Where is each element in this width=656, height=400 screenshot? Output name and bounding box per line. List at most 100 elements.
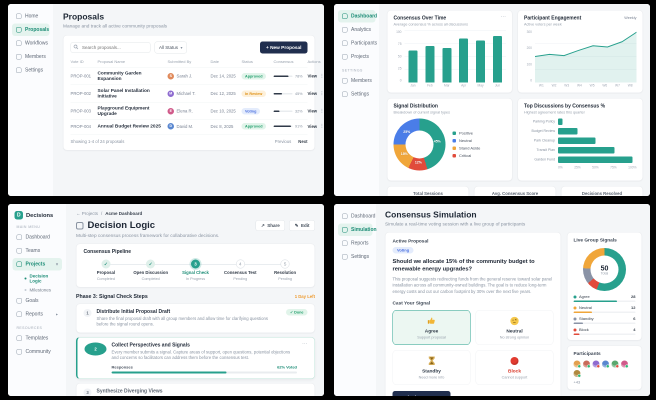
sidebar-subitem-milestones[interactable]: Milestones bbox=[13, 286, 63, 295]
menu-item-icon bbox=[342, 240, 348, 246]
slice-percent-label: 45% bbox=[433, 139, 441, 144]
legend-swatch bbox=[452, 131, 456, 135]
sidebar-item-analytics[interactable]: Analytics bbox=[338, 24, 376, 37]
view-link[interactable]: View bbox=[307, 91, 318, 96]
card-menu-icon[interactable]: ⋯ bbox=[302, 341, 308, 348]
submit-response-button[interactable]: Submit Response bbox=[392, 390, 451, 396]
table-row[interactable]: PROP-004 Annual Budget Review 2025 D David … bbox=[70, 119, 324, 133]
row-menu-icon[interactable]: ⋮ bbox=[319, 90, 324, 96]
table-row[interactable]: PROP-002 Solar Panel Installation Initiat… bbox=[70, 84, 324, 103]
stage-label: Resolution bbox=[274, 270, 297, 275]
sidebar-item-home[interactable]: Home bbox=[12, 10, 50, 23]
signal-option-block[interactable]: Block Cannot support bbox=[475, 349, 554, 385]
sidebar-section-label: Settings bbox=[342, 69, 363, 73]
sidebar-item-simulation[interactable]: Simulation bbox=[338, 223, 377, 236]
menu-item-icon bbox=[342, 254, 348, 260]
stage-circle: 4 bbox=[235, 259, 245, 269]
row-menu-icon[interactable]: ⋮ bbox=[319, 73, 324, 79]
x-tick: W1 bbox=[538, 84, 544, 88]
sidebar-item-dashboard[interactable]: Dashboard bbox=[13, 231, 63, 244]
author-name: David M. bbox=[176, 123, 194, 129]
stage-status: Completed bbox=[96, 276, 115, 282]
x-tick: Mar bbox=[443, 84, 450, 88]
cell-proposal-name: Solar Panel Installation Initiative bbox=[97, 88, 150, 99]
signal-option-agree[interactable]: Agree Support proposal bbox=[392, 309, 471, 345]
breadcrumb-separator: / bbox=[101, 211, 103, 216]
breadcrumb-back-link[interactable]: ← Projects bbox=[76, 211, 99, 216]
sidebar-item-projects[interactable]: Projects bbox=[338, 51, 376, 64]
view-link[interactable]: View bbox=[307, 73, 318, 79]
y-tick: 75 bbox=[397, 42, 402, 47]
table-row[interactable]: PROP-001 Community Garden Expansion S Sarah… bbox=[70, 67, 324, 85]
chart-title: Top Discussions by Consensus % bbox=[524, 103, 606, 110]
y-tick: 100 bbox=[526, 62, 532, 67]
sidebar-item-workflows[interactable]: Workflows bbox=[12, 37, 50, 50]
next-button[interactable]: Next bbox=[298, 139, 308, 144]
signal-option-neutral[interactable]: Neutral No strong opinion bbox=[475, 309, 554, 345]
card-menu-icon[interactable]: ⋯ bbox=[500, 14, 507, 21]
option-sublabel: Support proposal bbox=[417, 334, 446, 340]
table-row[interactable]: PROP-003 Playground Equipment Upgrade E Ele… bbox=[70, 102, 324, 120]
sidebar-item-community[interactable]: Community bbox=[13, 346, 63, 359]
step-card-1[interactable]: 1 Distribute Initial Proposal Draft Shar… bbox=[76, 303, 315, 333]
cell-submitted-by: M Michael T. bbox=[167, 90, 208, 97]
step-card-3[interactable]: 3 Synthesize Diverging Views Aggregate t… bbox=[76, 382, 315, 396]
sidebar-item-members[interactable]: Members bbox=[12, 51, 50, 64]
view-link[interactable]: View bbox=[307, 123, 318, 129]
brand-name: Decisions bbox=[26, 212, 54, 219]
sidebar-item-templates[interactable]: Templates bbox=[13, 332, 63, 345]
avatar: E bbox=[167, 107, 174, 115]
share-button[interactable]: ↗ Share bbox=[255, 220, 286, 231]
sidebar-item-goals[interactable]: Goals bbox=[13, 295, 63, 308]
hbar-fill bbox=[558, 156, 633, 163]
legend-value: 4 bbox=[633, 327, 636, 333]
stage-label: Proposal bbox=[96, 270, 115, 275]
row-menu-icon[interactable]: ⋮ bbox=[319, 123, 324, 129]
column-header: Proposal Name bbox=[97, 59, 126, 65]
stat-card-avg-consensus: Avg. Consensus Score bbox=[474, 186, 556, 196]
legend-item: Block 4 bbox=[573, 327, 636, 333]
sidebar-item-reports[interactable]: Reports ▸ bbox=[13, 308, 63, 321]
hbar-track bbox=[558, 147, 637, 154]
status-filter-value: All Status bbox=[159, 45, 179, 50]
signal-option-standby[interactable]: Standby Need more info bbox=[392, 349, 471, 385]
consensus-bar-fill bbox=[273, 110, 280, 112]
phase-deadline: 1 Day Left bbox=[294, 294, 315, 299]
edit-button[interactable]: ✎ Edit bbox=[289, 220, 315, 231]
pipeline-stage-open-discussion: ✓ Open Discussion Completed bbox=[128, 259, 173, 281]
sidebar-item-dashboard[interactable]: Dashboard bbox=[338, 10, 377, 23]
status-filter-select[interactable]: All Status ▾ bbox=[154, 41, 188, 54]
row-menu-icon[interactable]: ⋮ bbox=[319, 108, 324, 114]
participants-card: Participants +43 bbox=[567, 345, 642, 390]
cell-submitted-by: D David M. bbox=[167, 123, 208, 130]
sidebar-item-dashboard[interactable]: Dashboard bbox=[338, 210, 375, 223]
consensus-percent: 78% bbox=[295, 73, 303, 79]
sidebar-item-settings[interactable]: Settings bbox=[12, 64, 50, 77]
previous-button[interactable]: Previous bbox=[274, 139, 292, 144]
sidebar-item-participants[interactable]: Participants bbox=[338, 37, 377, 50]
new-proposal-button[interactable]: + New Proposal bbox=[259, 41, 308, 54]
participants-title: Participants bbox=[573, 351, 601, 357]
signal-distribution-card: Signal Distribution Breakdown of current… bbox=[387, 98, 513, 181]
legend-swatch bbox=[452, 139, 456, 143]
legend-item: Critical bbox=[452, 154, 481, 158]
range-selector[interactable]: Weekly bbox=[624, 15, 637, 21]
sidebar-item-projects[interactable]: Projects ▾ bbox=[12, 258, 62, 271]
sidebar-item-settings[interactable]: Settings bbox=[338, 251, 373, 264]
x-tick: Apr bbox=[461, 84, 467, 88]
sidebar-item-members[interactable]: Members bbox=[338, 75, 376, 88]
view-link[interactable]: View bbox=[307, 108, 318, 114]
step-card-2[interactable]: 2 Collect Perspectives and Signals Every… bbox=[76, 336, 315, 379]
signals-donut-chart: 50 Total bbox=[583, 248, 626, 291]
sidebar-item-proposals[interactable]: Proposals bbox=[12, 23, 50, 36]
sidebar-item-reports[interactable]: Reports bbox=[338, 237, 373, 250]
cell-date: Dec 12, 2025 bbox=[210, 91, 236, 96]
sidebar-item-settings[interactable]: Settings bbox=[338, 88, 376, 101]
y-tick: 100 bbox=[396, 30, 402, 35]
legend-row: Standby 6 bbox=[573, 317, 636, 324]
sidebar-subitem-decision-logic[interactable]: Decision Logic bbox=[13, 272, 63, 286]
y-tick: 300 bbox=[526, 30, 532, 35]
stat-card-total-sessions: Total Sessions bbox=[387, 186, 469, 196]
sidebar-item-teams[interactable]: Teams bbox=[13, 245, 63, 258]
search-input[interactable] bbox=[70, 42, 151, 53]
